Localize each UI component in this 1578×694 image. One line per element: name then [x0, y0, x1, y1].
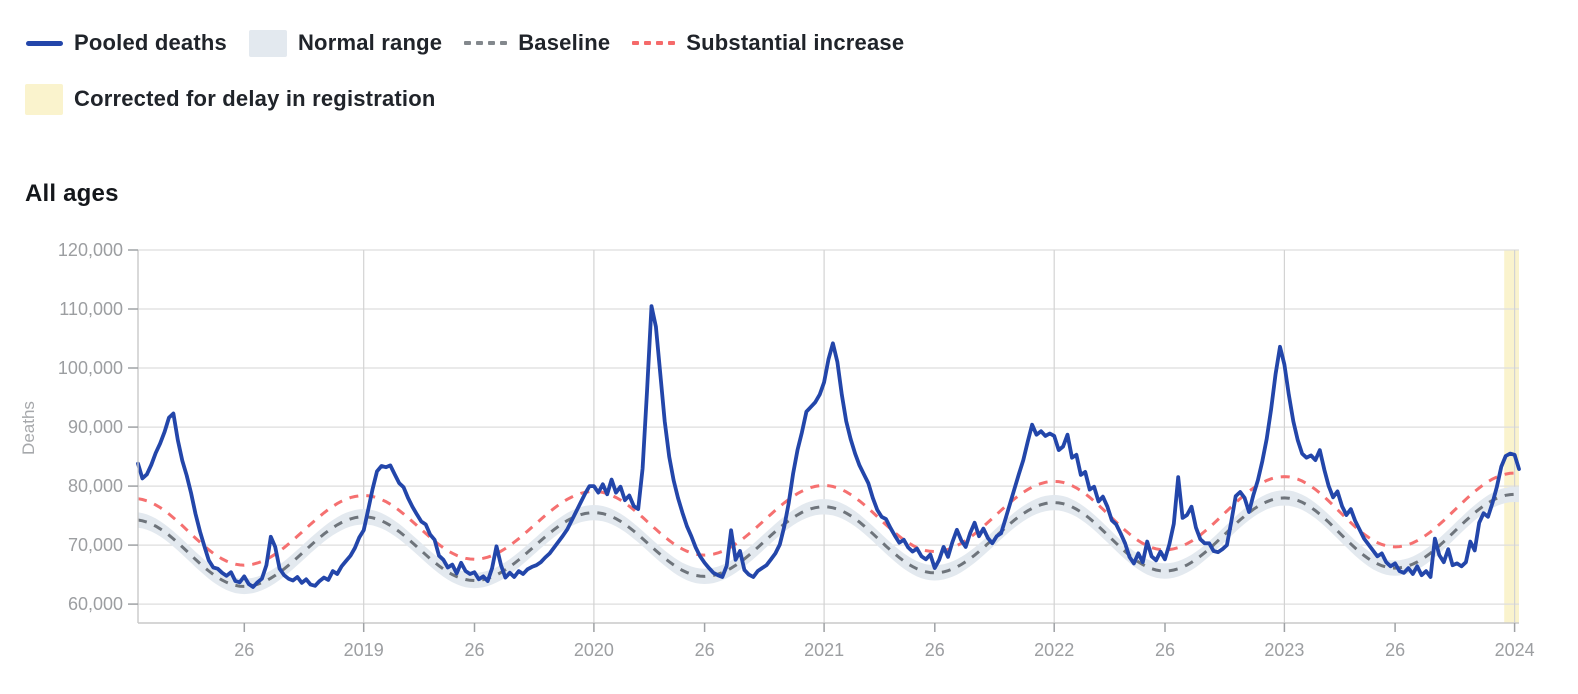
substantial-increase-line	[137, 471, 1519, 567]
legend-label-substantial-increase: Substantial increase	[686, 30, 905, 55]
legend-item-corrected: Corrected for delay in registration	[25, 83, 436, 115]
y-tick-label: 90,000	[68, 417, 123, 437]
legend-label-baseline: Baseline	[518, 30, 611, 55]
x-tick-label: 26	[464, 640, 484, 660]
legend-item-normal-range: Normal range	[248, 29, 443, 57]
normal-range-band	[138, 486, 1519, 595]
y-axis-title: Deaths	[19, 401, 38, 455]
x-tick-label: 2019	[344, 640, 384, 660]
y-tick-label: 60,000	[68, 594, 123, 614]
x-tick-label: 2020	[574, 640, 614, 660]
axis-ticks: 60,000 70,000 80,000 90,000 100,000 110,000 12…	[58, 240, 1535, 660]
y-tick-label: 80,000	[68, 476, 123, 496]
x-tick-label: 2022	[1034, 640, 1074, 660]
x-tick-label: 2024	[1495, 640, 1535, 660]
pooled-deaths-line	[136, 304, 1521, 589]
x-tick-label: 26	[1385, 640, 1405, 660]
legend-label-pooled-deaths: Pooled deaths	[74, 30, 227, 55]
pooled-deaths-line-swatch-icon	[26, 40, 63, 46]
normal-range-band-swatch-icon	[248, 29, 287, 57]
x-tick-label: 2023	[1264, 640, 1304, 660]
legend-item-substantial-increase: Substantial increase	[632, 30, 904, 56]
x-tick-label: 2021	[804, 640, 844, 660]
legend-item-pooled-deaths: Pooled deaths	[26, 30, 227, 56]
y-tick-label: 110,000	[59, 299, 123, 319]
legend-label-corrected: Corrected for delay in registration	[74, 86, 436, 111]
baseline-dashes-swatch-icon	[464, 41, 508, 45]
gridlines	[138, 249, 1519, 623]
y-tick-label: 70,000	[68, 535, 123, 555]
y-tick-label: 100,000	[58, 358, 123, 378]
substantial-increase-dashes-swatch-icon	[632, 41, 676, 45]
x-tick-label: 26	[695, 640, 715, 660]
chart-legend-row-1: Pooled deaths Normal range Baseline Subs…	[26, 27, 904, 59]
x-tick-label: 26	[925, 640, 945, 660]
legend-item-baseline: Baseline	[464, 30, 610, 56]
x-tick-label: 26	[1155, 640, 1175, 660]
chart-legend-row-2: Corrected for delay in registration	[25, 82, 436, 116]
legend-label-normal-range: Normal range	[297, 30, 443, 55]
section-title: All ages	[25, 180, 119, 207]
y-tick-label: 120,000	[58, 240, 123, 260]
corrected-delay-swatch-icon	[25, 83, 63, 115]
x-tick-label: 26	[234, 640, 254, 660]
corrected-region-band	[1504, 250, 1519, 623]
